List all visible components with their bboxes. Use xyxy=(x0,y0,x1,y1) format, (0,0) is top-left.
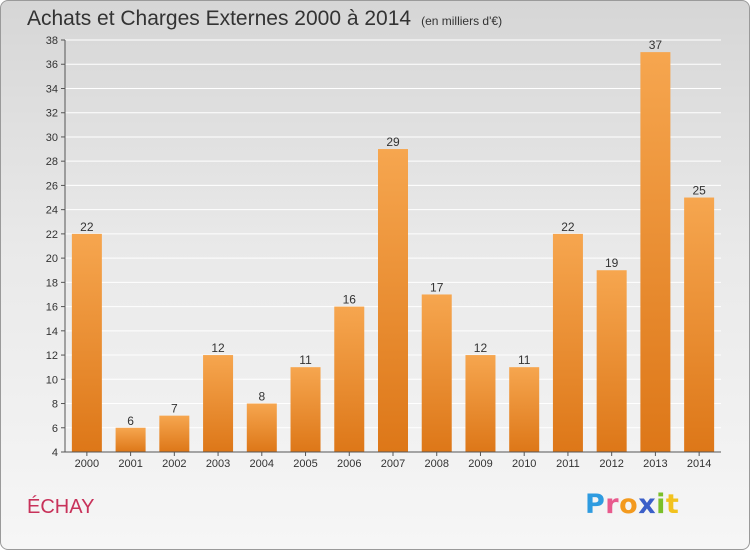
town-name: ÉCHAY xyxy=(27,496,95,518)
x-tick-label: 2013 xyxy=(643,458,667,470)
bar xyxy=(596,270,627,452)
y-tick-label: 18 xyxy=(46,277,58,289)
x-tick-label: 2014 xyxy=(687,458,711,470)
bar-value-label: 19 xyxy=(605,256,619,270)
x-tick-label: 2000 xyxy=(75,458,99,470)
x-tick-label: 2004 xyxy=(250,458,274,470)
y-tick-label: 34 xyxy=(46,83,58,95)
bar-value-label: 7 xyxy=(171,402,178,416)
bar xyxy=(552,233,583,452)
x-tick-label: 2010 xyxy=(512,458,536,470)
bar xyxy=(465,355,496,452)
y-tick-label: 8 xyxy=(52,399,58,411)
x-tick-label: 2006 xyxy=(337,458,361,470)
bar-value-label: 8 xyxy=(258,390,265,404)
bar xyxy=(159,415,190,452)
y-tick-label: 26 xyxy=(46,180,58,192)
bar-value-label: 17 xyxy=(430,280,444,294)
bar xyxy=(684,197,715,452)
bar-value-label: 11 xyxy=(299,353,312,367)
bar-value-label: 16 xyxy=(343,293,357,307)
y-tick-label: 38 xyxy=(46,35,58,47)
bar xyxy=(115,427,146,452)
x-tick-label: 2003 xyxy=(206,458,230,470)
bar-value-label: 12 xyxy=(474,341,488,355)
x-tick-label: 2007 xyxy=(381,458,405,470)
proxiti-logo: Proxit xyxy=(585,489,680,520)
bar-value-label: 11 xyxy=(518,353,531,367)
bar xyxy=(203,355,234,452)
bar-value-label: 22 xyxy=(80,220,94,234)
chart-subtitle: (en milliers d'€) xyxy=(421,14,503,28)
y-tick-label: 30 xyxy=(46,132,58,144)
y-tick-label: 22 xyxy=(46,229,58,241)
chart-title: Achats et Charges Externes 2000 à 2014 (e… xyxy=(27,7,502,31)
x-tick-label: 2002 xyxy=(162,458,186,470)
y-tick-label: 36 xyxy=(46,59,58,71)
bar xyxy=(71,233,102,452)
bar xyxy=(290,367,321,452)
y-tick-label: 24 xyxy=(46,205,58,217)
bar-value-label: 37 xyxy=(649,38,663,52)
bar-value-label: 6 xyxy=(127,414,134,428)
bar-value-label: 12 xyxy=(211,341,225,355)
y-tick-label: 14 xyxy=(46,326,58,338)
bar-value-label: 29 xyxy=(386,135,400,149)
y-tick-label: 6 xyxy=(52,423,58,435)
bar xyxy=(421,294,452,452)
bar xyxy=(378,149,408,452)
y-tick-label: 12 xyxy=(46,350,58,362)
bar xyxy=(509,367,540,452)
bar xyxy=(334,306,365,452)
y-tick-label: 20 xyxy=(46,253,58,265)
chart-title-text: Achats et Charges Externes 2000 à 2014 xyxy=(27,7,412,30)
x-tick-label: 2001 xyxy=(118,458,142,470)
x-tick-label: 2011 xyxy=(556,458,580,470)
bar xyxy=(640,52,671,452)
y-tick-label: 10 xyxy=(46,374,58,386)
y-tick-label: 4 xyxy=(52,447,58,459)
x-tick-label: 2008 xyxy=(424,458,448,470)
bar xyxy=(246,403,277,452)
y-tick-label: 16 xyxy=(46,302,58,314)
bar-value-label: 25 xyxy=(692,184,706,198)
x-tick-label: 2012 xyxy=(599,458,623,470)
x-tick-label: 2009 xyxy=(468,458,492,470)
y-tick-label: 32 xyxy=(46,108,58,120)
y-tick-label: 28 xyxy=(46,156,58,168)
x-tick-label: 2005 xyxy=(293,458,317,470)
bar-value-label: 22 xyxy=(561,220,575,234)
